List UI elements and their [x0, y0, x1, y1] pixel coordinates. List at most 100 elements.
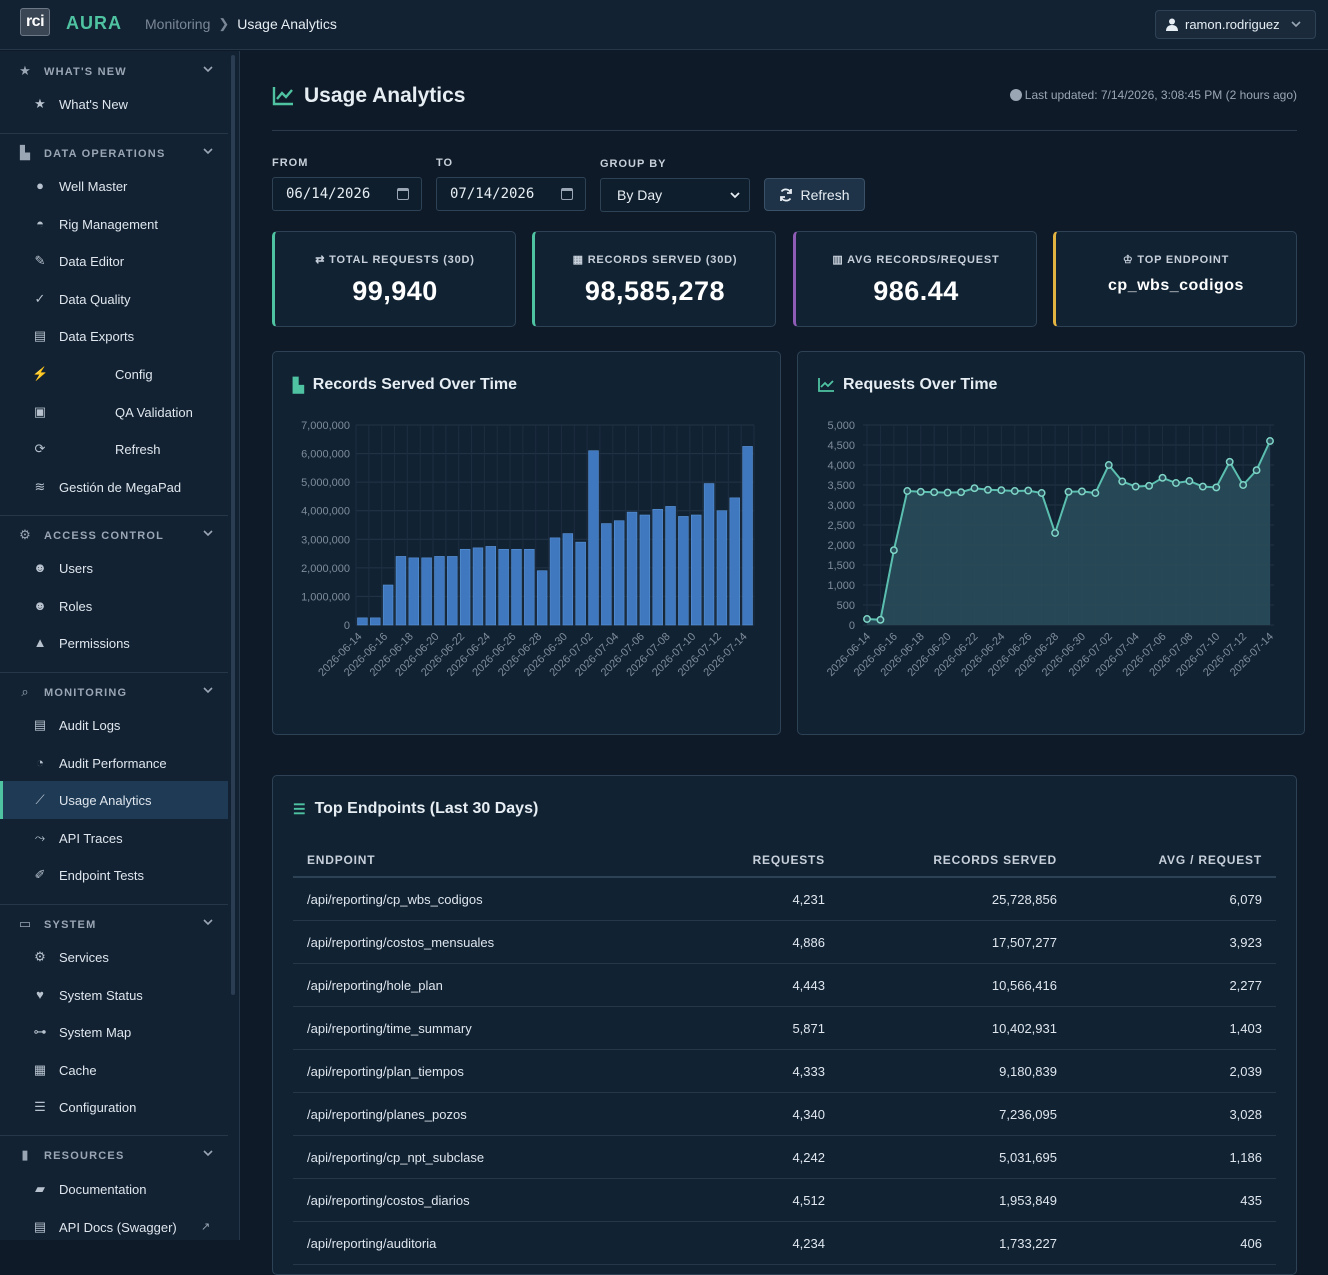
sidebar-item-well-master[interactable]: ● Well Master: [0, 167, 228, 205]
page-title: Usage Analytics: [272, 84, 465, 108]
sidebar-item-audit-performance[interactable]: ◔ Audit Performance: [0, 744, 228, 782]
logo[interactable]: rci: [20, 8, 50, 36]
table-row[interactable]: /api/reporting/planes_pozos 4,340 7,236,09…: [293, 1093, 1276, 1136]
database-icon: ▦: [572, 254, 588, 266]
sidebar-scrollbar[interactable]: [231, 55, 235, 995]
sidebar-item-label: Gestión de MegaPad: [59, 479, 182, 495]
stat-value: cp_wbs_codigos: [1108, 277, 1244, 294]
chevron-down-icon: [203, 917, 213, 929]
table-row[interactable]: /api/reporting/cp_wbs_codigos 4,231 25,728…: [293, 878, 1276, 921]
sync-icon: [780, 188, 793, 201]
sidebar-item-usage-analytics[interactable]: ⟋ Usage Analytics: [0, 781, 228, 820]
y-tick-label: 4,000: [827, 460, 855, 472]
route-icon: ⤳: [34, 829, 46, 845]
breadcrumb-monitoring[interactable]: Monitoring: [145, 16, 211, 32]
bar: [703, 483, 715, 626]
external-link-icon: ↗: [201, 1220, 211, 1233]
sidebar-item-cache[interactable]: ▦ Cache: [0, 1051, 228, 1089]
data-point: [1010, 487, 1019, 495]
bar: [421, 557, 432, 626]
table-row[interactable]: /api/reporting/costos_mensuales 4,886 17,5…: [293, 921, 1276, 964]
table-header: ENDPOINT REQUESTS RECORDS SERVED AVG / REQU…: [293, 844, 1276, 878]
sidebar-section-system[interactable]: ▭ SYSTEM: [0, 914, 228, 934]
sidebar-item-configuration[interactable]: ☰ Configuration: [0, 1088, 228, 1126]
bar: [588, 450, 599, 626]
sidebar-section-access-control[interactable]: ⚙ ACCESS CONTROL: [0, 525, 228, 545]
sidebar-item-label: Rig Management: [59, 216, 158, 232]
sliders-icon: ☰: [34, 1099, 46, 1115]
bar: [742, 446, 753, 626]
sidebar-item-label: Refresh: [115, 442, 161, 458]
bar: [716, 510, 728, 626]
refresh-button[interactable]: Refresh: [764, 178, 865, 211]
sidebar-item-label: System Map: [59, 1025, 132, 1041]
table-row[interactable]: /api/reporting/plan_tiempos 4,333 9,180,83…: [293, 1050, 1276, 1093]
table-row[interactable]: /api/reporting/time_summary 5,871 10,402,9…: [293, 1007, 1276, 1050]
users-icon: ☻: [33, 560, 47, 575]
y-tick-label: 0: [849, 620, 855, 632]
bar: [562, 533, 574, 626]
table-row[interactable]: /api/reporting/cp_npt_subclase 4,242 5,031…: [293, 1136, 1276, 1179]
header-avg-request[interactable]: AVG / REQUEST: [1158, 853, 1262, 867]
from-date-input[interactable]: 06/14/2026: [272, 177, 422, 211]
sidebar-item-what-s-new[interactable]: ★ What's New: [0, 85, 228, 123]
group-by-select[interactable]: By Day: [600, 178, 750, 212]
sidebar-section-monitoring[interactable]: ⌕ MONITORING: [0, 682, 228, 702]
table-row[interactable]: /api/reporting/costos_diarios 4,512 1,953,…: [293, 1179, 1276, 1222]
requests-chart-title: Requests Over Time: [818, 376, 997, 394]
bar: [575, 541, 586, 626]
header-records-served[interactable]: RECORDS SERVED: [933, 853, 1057, 867]
sidebar-section-label: MONITORING: [44, 687, 128, 699]
sidebar-item-endpoint-tests[interactable]: ✐ Endpoint Tests: [0, 856, 228, 894]
brand-name[interactable]: AURA: [66, 13, 122, 33]
user-menu-button[interactable]: ramon.rodriguez: [1155, 10, 1316, 39]
cell-endpoint: /api/reporting/auditoria: [307, 1235, 437, 1251]
bar-chart-icon: ▙: [20, 145, 30, 160]
sidebar-section-resources[interactable]: ▮ RESOURCES: [0, 1145, 228, 1165]
sidebar-item-qa-validation[interactable]: ▣ QA Validation: [0, 393, 228, 431]
sidebar-item-users[interactable]: ☻ Users: [0, 549, 228, 587]
trophy-icon: ♔: [1122, 254, 1138, 266]
y-tick-label: 2,000: [827, 540, 855, 552]
sidebar-item-data-quality[interactable]: ✓ Data Quality: [0, 280, 228, 318]
table-row[interactable]: /api/reporting/hole_plan 4,443 10,566,416 2…: [293, 964, 1276, 1007]
y-tick-label: 7,000,000: [301, 420, 350, 432]
bar: [370, 617, 381, 626]
sidebar-item-system-map[interactable]: ⊶ System Map: [0, 1013, 228, 1051]
data-point: [1145, 481, 1154, 490]
sidebar-item-system-status[interactable]: ♥ System Status: [0, 976, 228, 1014]
to-date-input[interactable]: 07/14/2026: [436, 177, 586, 211]
bar: [395, 556, 407, 626]
bar: [472, 547, 484, 626]
cell-avg-request: 6,079: [1229, 891, 1262, 907]
tachometer-icon: ◔: [36, 754, 44, 770]
y-tick-label: 2,000,000: [301, 563, 350, 575]
table-row[interactable]: /api/reporting/auditoria 4,234 1,733,227 40…: [293, 1222, 1276, 1265]
sidebar-item-permissions[interactable]: ▲ Permissions: [0, 624, 228, 662]
sidebar-item-rig-management[interactable]: ◓ Rig Management: [0, 205, 228, 243]
calendar-icon[interactable]: [561, 188, 573, 200]
sidebar-item-roles[interactable]: ☻ Roles: [0, 587, 228, 625]
sidebar-item-refresh[interactable]: ⟳ Refresh: [0, 430, 228, 468]
sidebar-item-documentation[interactable]: ▰ Documentation: [0, 1170, 228, 1208]
sidebar-item-config[interactable]: ⚡ Config: [0, 355, 228, 393]
calendar-icon[interactable]: [397, 188, 409, 200]
sidebar-item-api-docs-swagger[interactable]: ▤ API Docs (Swagger) ↗: [0, 1208, 228, 1240]
project-diagram-icon: ⊶: [33, 1024, 47, 1040]
hard-hat-icon: ◓: [36, 215, 44, 231]
sidebar-item-data-editor[interactable]: ✎ Data Editor: [0, 242, 228, 280]
map-pin-icon: ●: [36, 178, 44, 193]
sidebar-item-data-exports[interactable]: ▤ Data Exports: [0, 317, 228, 355]
cell-records-served: 10,402,931: [991, 1020, 1057, 1036]
sidebar-item-label: Services: [59, 950, 109, 965]
sidebar-section-what-s-new[interactable]: ★ WHAT'S NEW: [0, 61, 228, 81]
sidebar-item-gesti-n-de-megapad[interactable]: ≋ Gestión de MegaPad: [0, 468, 228, 506]
sidebar-item-audit-logs[interactable]: ▤ Audit Logs: [0, 706, 228, 744]
header-endpoint[interactable]: ENDPOINT: [307, 853, 376, 867]
sidebar-item-api-traces[interactable]: ⤳ API Traces: [0, 819, 228, 857]
cell-endpoint: /api/reporting/costos_mensuales: [307, 934, 495, 950]
sidebar-section-data-operations[interactable]: ▙ DATA OPERATIONS: [0, 143, 228, 163]
sidebar-divider: [0, 515, 228, 516]
header-requests[interactable]: REQUESTS: [752, 853, 825, 867]
sidebar-item-services[interactable]: ⚙ Services: [0, 938, 228, 976]
